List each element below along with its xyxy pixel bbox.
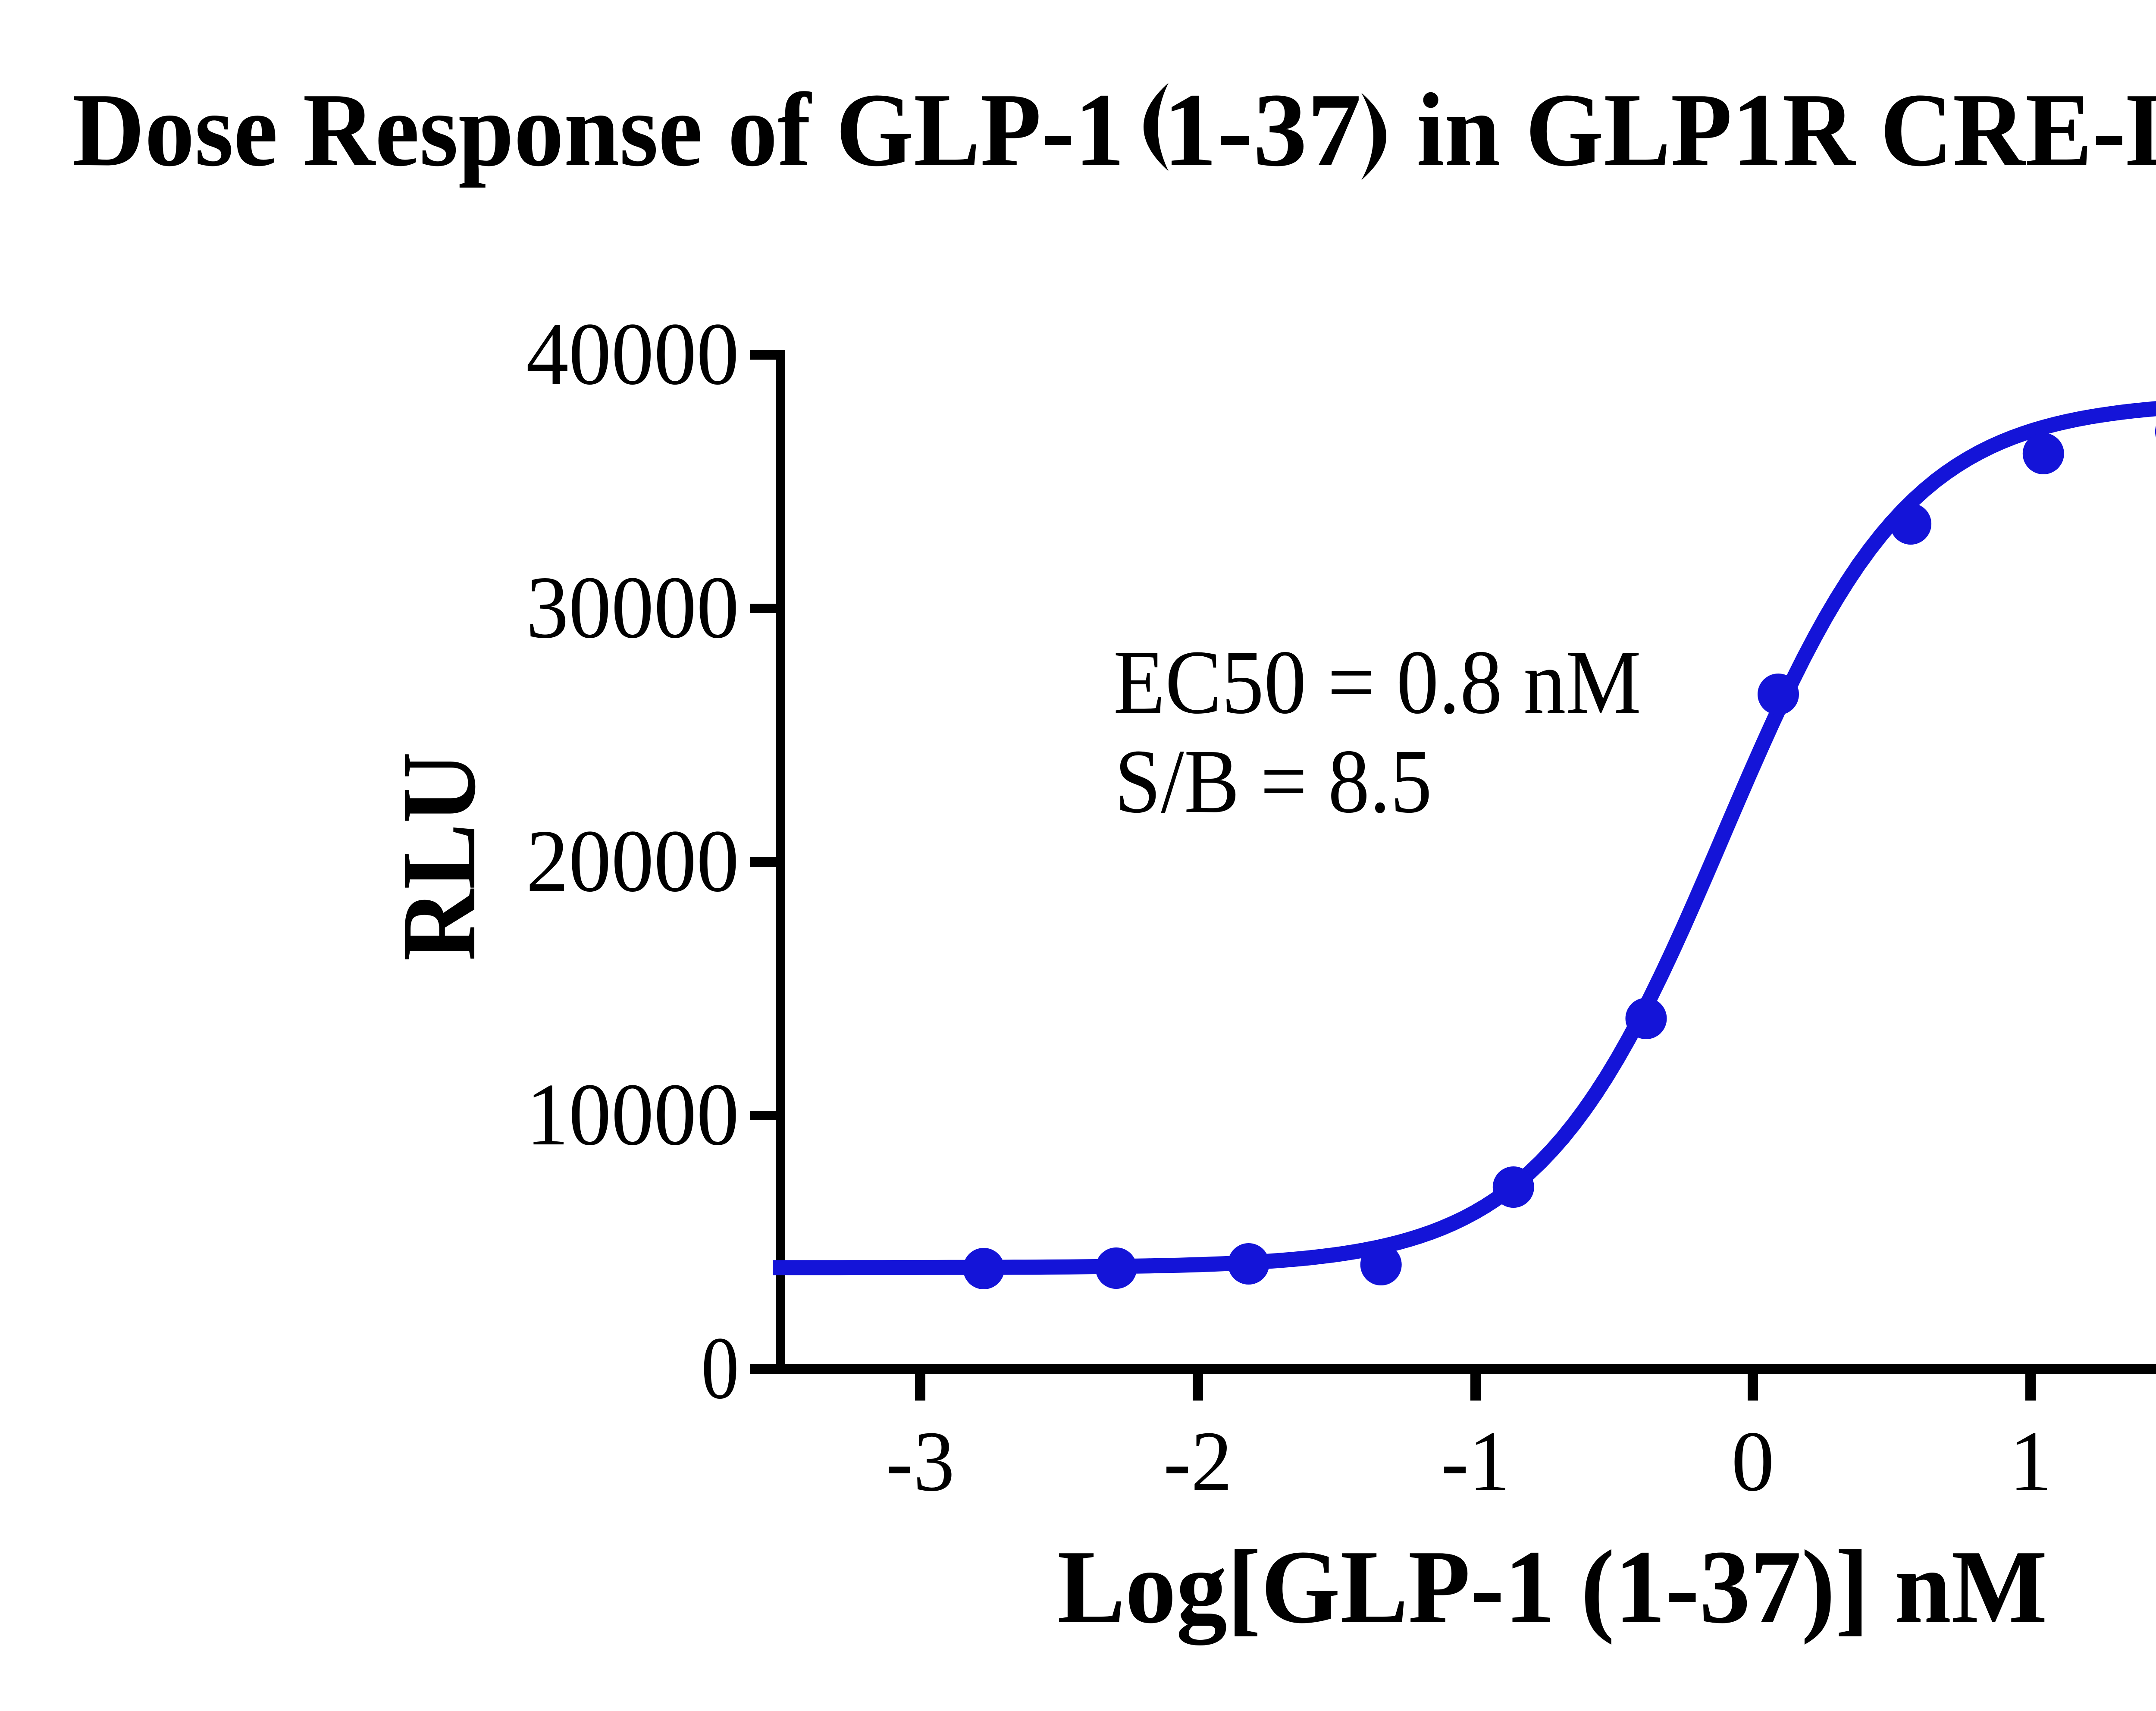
svg-text:-2: -2 — [1163, 1414, 1232, 1509]
svg-text:S/B = 8.5: S/B = 8.5 — [1115, 730, 1432, 832]
svg-text:10000: 10000 — [526, 1065, 739, 1164]
svg-text:0: 0 — [701, 1319, 739, 1417]
svg-text:Log[GLP-1 (1-37)] nM: Log[GLP-1 (1-37)] nM — [1057, 1529, 2047, 1645]
svg-text:Dose Response of GLP-1: Dose Response of GLP-1 — [72, 72, 1125, 188]
svg-text:30000: 30000 — [526, 558, 739, 657]
svg-text:in GLP1R CRE-Luc BHK: in GLP1R CRE-Luc BHK — [1416, 72, 2156, 188]
svg-text:-1: -1 — [1441, 1414, 1510, 1509]
svg-text:40000: 40000 — [526, 304, 739, 403]
svg-text:1: 1 — [2009, 1414, 2052, 1509]
svg-text:EC50 = 0.8 nM: EC50 = 0.8 nM — [1113, 631, 1641, 733]
svg-text:1-37: 1-37 — [1163, 72, 1361, 188]
svg-text:0: 0 — [1731, 1414, 1774, 1509]
svg-text:-3: -3 — [886, 1414, 955, 1509]
svg-text:20000: 20000 — [526, 812, 739, 910]
svg-text:RLU: RLU — [380, 752, 498, 961]
